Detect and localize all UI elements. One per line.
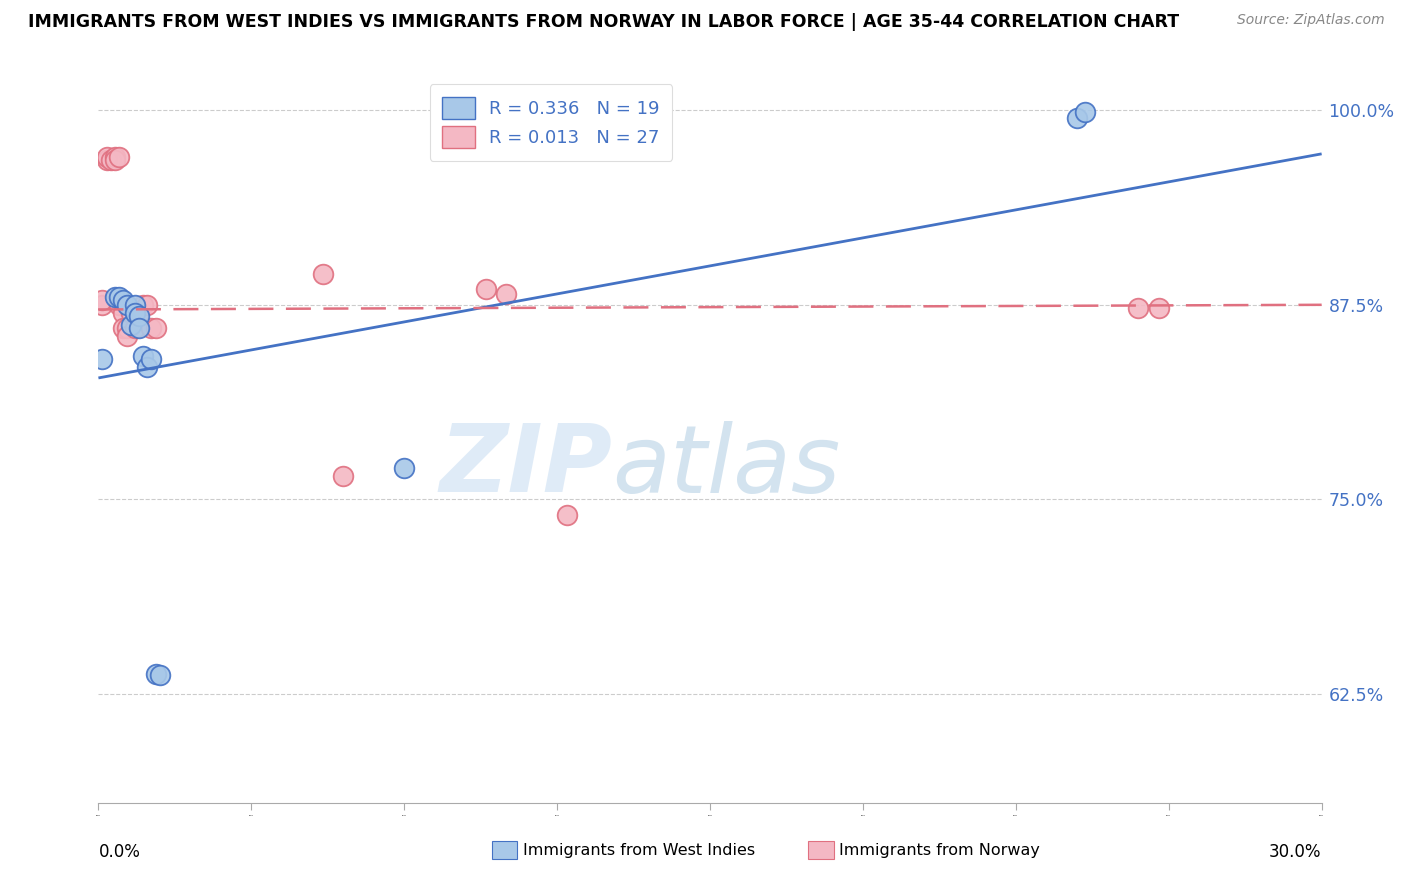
Point (91, 293, 114, 307)
Text: Source: ZipAtlas.com: Source: ZipAtlas.com (1237, 13, 1385, 28)
Point (392, 461, 416, 475)
Point (495, 286, 517, 301)
Point (124, 305, 146, 319)
Point (104, 290, 127, 304)
Point (1147, 301, 1170, 315)
Point (96, 150, 118, 164)
Point (136, 359, 159, 374)
Point (111, 305, 134, 319)
Point (145, 321, 167, 335)
Point (145, 666, 167, 681)
Point (91, 298, 114, 312)
Point (120, 318, 142, 332)
Legend: R = 0.336   N = 19, R = 0.013   N = 27: R = 0.336 N = 19, R = 0.013 N = 27 (430, 84, 672, 161)
Point (149, 668, 172, 682)
Text: ZIP: ZIP (439, 420, 612, 512)
Point (124, 298, 146, 312)
Point (120, 305, 142, 319)
Point (557, 508, 579, 522)
Point (104, 150, 127, 164)
Point (474, 282, 498, 296)
Point (124, 321, 146, 335)
Text: Immigrants from West Indies: Immigrants from West Indies (523, 843, 755, 857)
Point (96, 153, 118, 167)
Point (132, 298, 155, 312)
Point (115, 329, 138, 343)
Point (128, 309, 150, 323)
Point (91, 352, 114, 367)
Text: Immigrants from Norway: Immigrants from Norway (839, 843, 1040, 857)
Text: 30.0%: 30.0% (1270, 843, 1322, 861)
Point (1066, 111, 1088, 125)
Point (100, 153, 122, 167)
Point (128, 305, 150, 319)
Text: IMMIGRANTS FROM WEST INDIES VS IMMIGRANTS FROM NORWAY IN LABOR FORCE | AGE 35-44: IMMIGRANTS FROM WEST INDIES VS IMMIGRANT… (28, 13, 1180, 31)
Point (128, 321, 150, 335)
Point (115, 321, 138, 335)
Point (141, 321, 163, 335)
Point (332, 469, 354, 483)
Text: atlas: atlas (612, 421, 841, 512)
Point (108, 290, 131, 304)
Point (115, 298, 138, 312)
Point (312, 267, 335, 281)
Point (104, 153, 127, 167)
Text: 0.0%: 0.0% (98, 843, 141, 861)
Point (108, 298, 131, 312)
Point (1128, 301, 1150, 315)
Point (141, 352, 163, 367)
Point (111, 293, 134, 307)
Point (108, 150, 131, 164)
Point (1074, 104, 1097, 119)
Point (132, 349, 155, 363)
Point (111, 321, 134, 335)
Point (136, 298, 159, 312)
